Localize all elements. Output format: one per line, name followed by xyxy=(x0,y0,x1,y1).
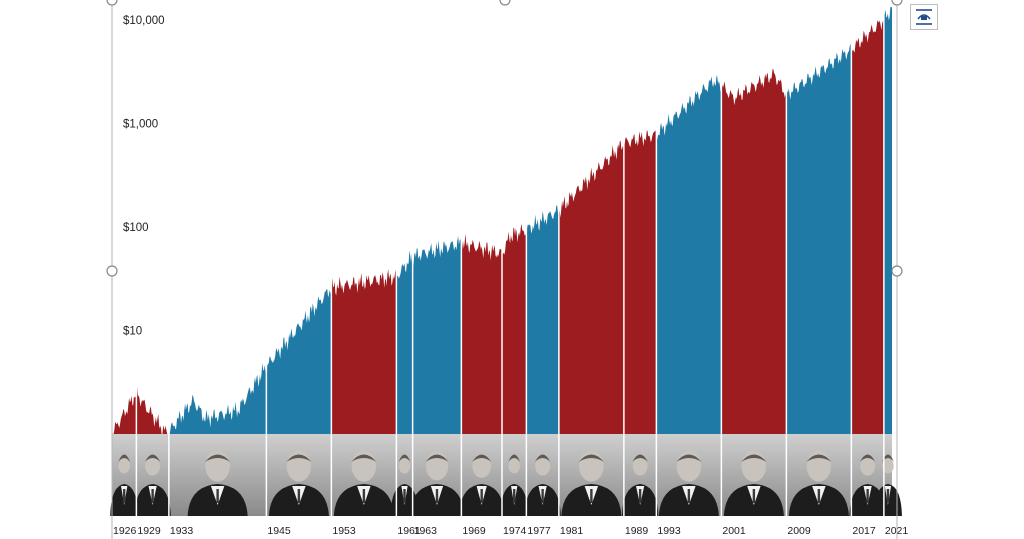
x-tick-label: 1974 xyxy=(503,525,527,537)
x-tick-label: 1961 xyxy=(397,525,421,537)
x-tick-label: 1993 xyxy=(657,525,681,537)
x-tick-label: 2009 xyxy=(787,525,811,537)
term-dividers xyxy=(135,0,885,516)
term-area-1953 xyxy=(331,269,397,434)
y-tick-label: $10 xyxy=(123,326,142,338)
term-area-2001 xyxy=(721,68,787,435)
portrait-2009 xyxy=(788,450,849,516)
x-tick-label: 1969 xyxy=(462,525,486,537)
x-tick-label: 1963 xyxy=(414,525,438,537)
portrait-1933 xyxy=(187,450,248,516)
x-tick-label: 1989 xyxy=(625,525,649,537)
term-area-1981 xyxy=(558,140,624,434)
term-area-1929 xyxy=(136,385,169,434)
portraits xyxy=(110,450,902,516)
x-tick-label: 1945 xyxy=(267,525,291,537)
resize-handle-right[interactable] xyxy=(891,265,903,277)
term-area-1989 xyxy=(623,130,657,435)
term-area-1926 xyxy=(112,385,137,434)
term-area-1969 xyxy=(461,233,502,434)
term-area-1945 xyxy=(266,287,332,434)
term-area-1963 xyxy=(412,236,462,434)
x-tick-label: 1981 xyxy=(560,525,584,537)
resize-handle-top-middle[interactable] xyxy=(499,0,511,6)
term-area-1974 xyxy=(502,223,527,434)
resize-handle-left[interactable] xyxy=(106,265,118,277)
portrait-1953 xyxy=(333,450,394,516)
portrait-1974 xyxy=(500,454,529,516)
x-tick-label: 1953 xyxy=(332,525,356,537)
x-tick-label: 1977 xyxy=(527,525,551,537)
term-area-2021 xyxy=(883,6,892,434)
term-area-2009 xyxy=(786,43,852,435)
portrait-1989 xyxy=(621,454,659,516)
portrait-1945 xyxy=(268,450,329,516)
portrait-1981 xyxy=(561,450,622,516)
portrait-2021 xyxy=(873,454,902,516)
portrait-1926 xyxy=(110,454,139,516)
y-tick-label: $100 xyxy=(123,222,149,234)
portrait-1929 xyxy=(134,454,171,516)
resize-handle-top-right[interactable] xyxy=(891,0,903,6)
portrait-1977 xyxy=(524,454,561,516)
y-axis: $10 $100 $1,000 $10,000 xyxy=(123,15,165,338)
portrait-2001 xyxy=(723,450,784,516)
x-tick-label: 1926 xyxy=(113,525,137,537)
term-area-1977 xyxy=(526,205,559,434)
portrait-1969 xyxy=(458,454,505,516)
layout-options-button[interactable] xyxy=(910,4,938,30)
term-area-1961 xyxy=(396,250,413,434)
x-tick-label: 1933 xyxy=(170,525,194,537)
portrait-1963 xyxy=(409,451,465,516)
layout-options-icon xyxy=(916,9,932,25)
y-tick-label: $1,000 xyxy=(123,119,158,131)
term-area-1993 xyxy=(656,75,722,435)
x-tick-label: 1929 xyxy=(137,525,161,537)
area-series xyxy=(112,6,892,456)
term-area-2017 xyxy=(851,20,884,434)
x-tick-label: 2001 xyxy=(722,525,746,537)
portrait-1993 xyxy=(658,450,719,516)
term-area-1933 xyxy=(168,362,267,434)
resize-handle-top-left[interactable] xyxy=(106,0,118,6)
y-tick-label: $10,000 xyxy=(123,15,165,27)
x-tick-label: 2017 xyxy=(852,525,876,537)
